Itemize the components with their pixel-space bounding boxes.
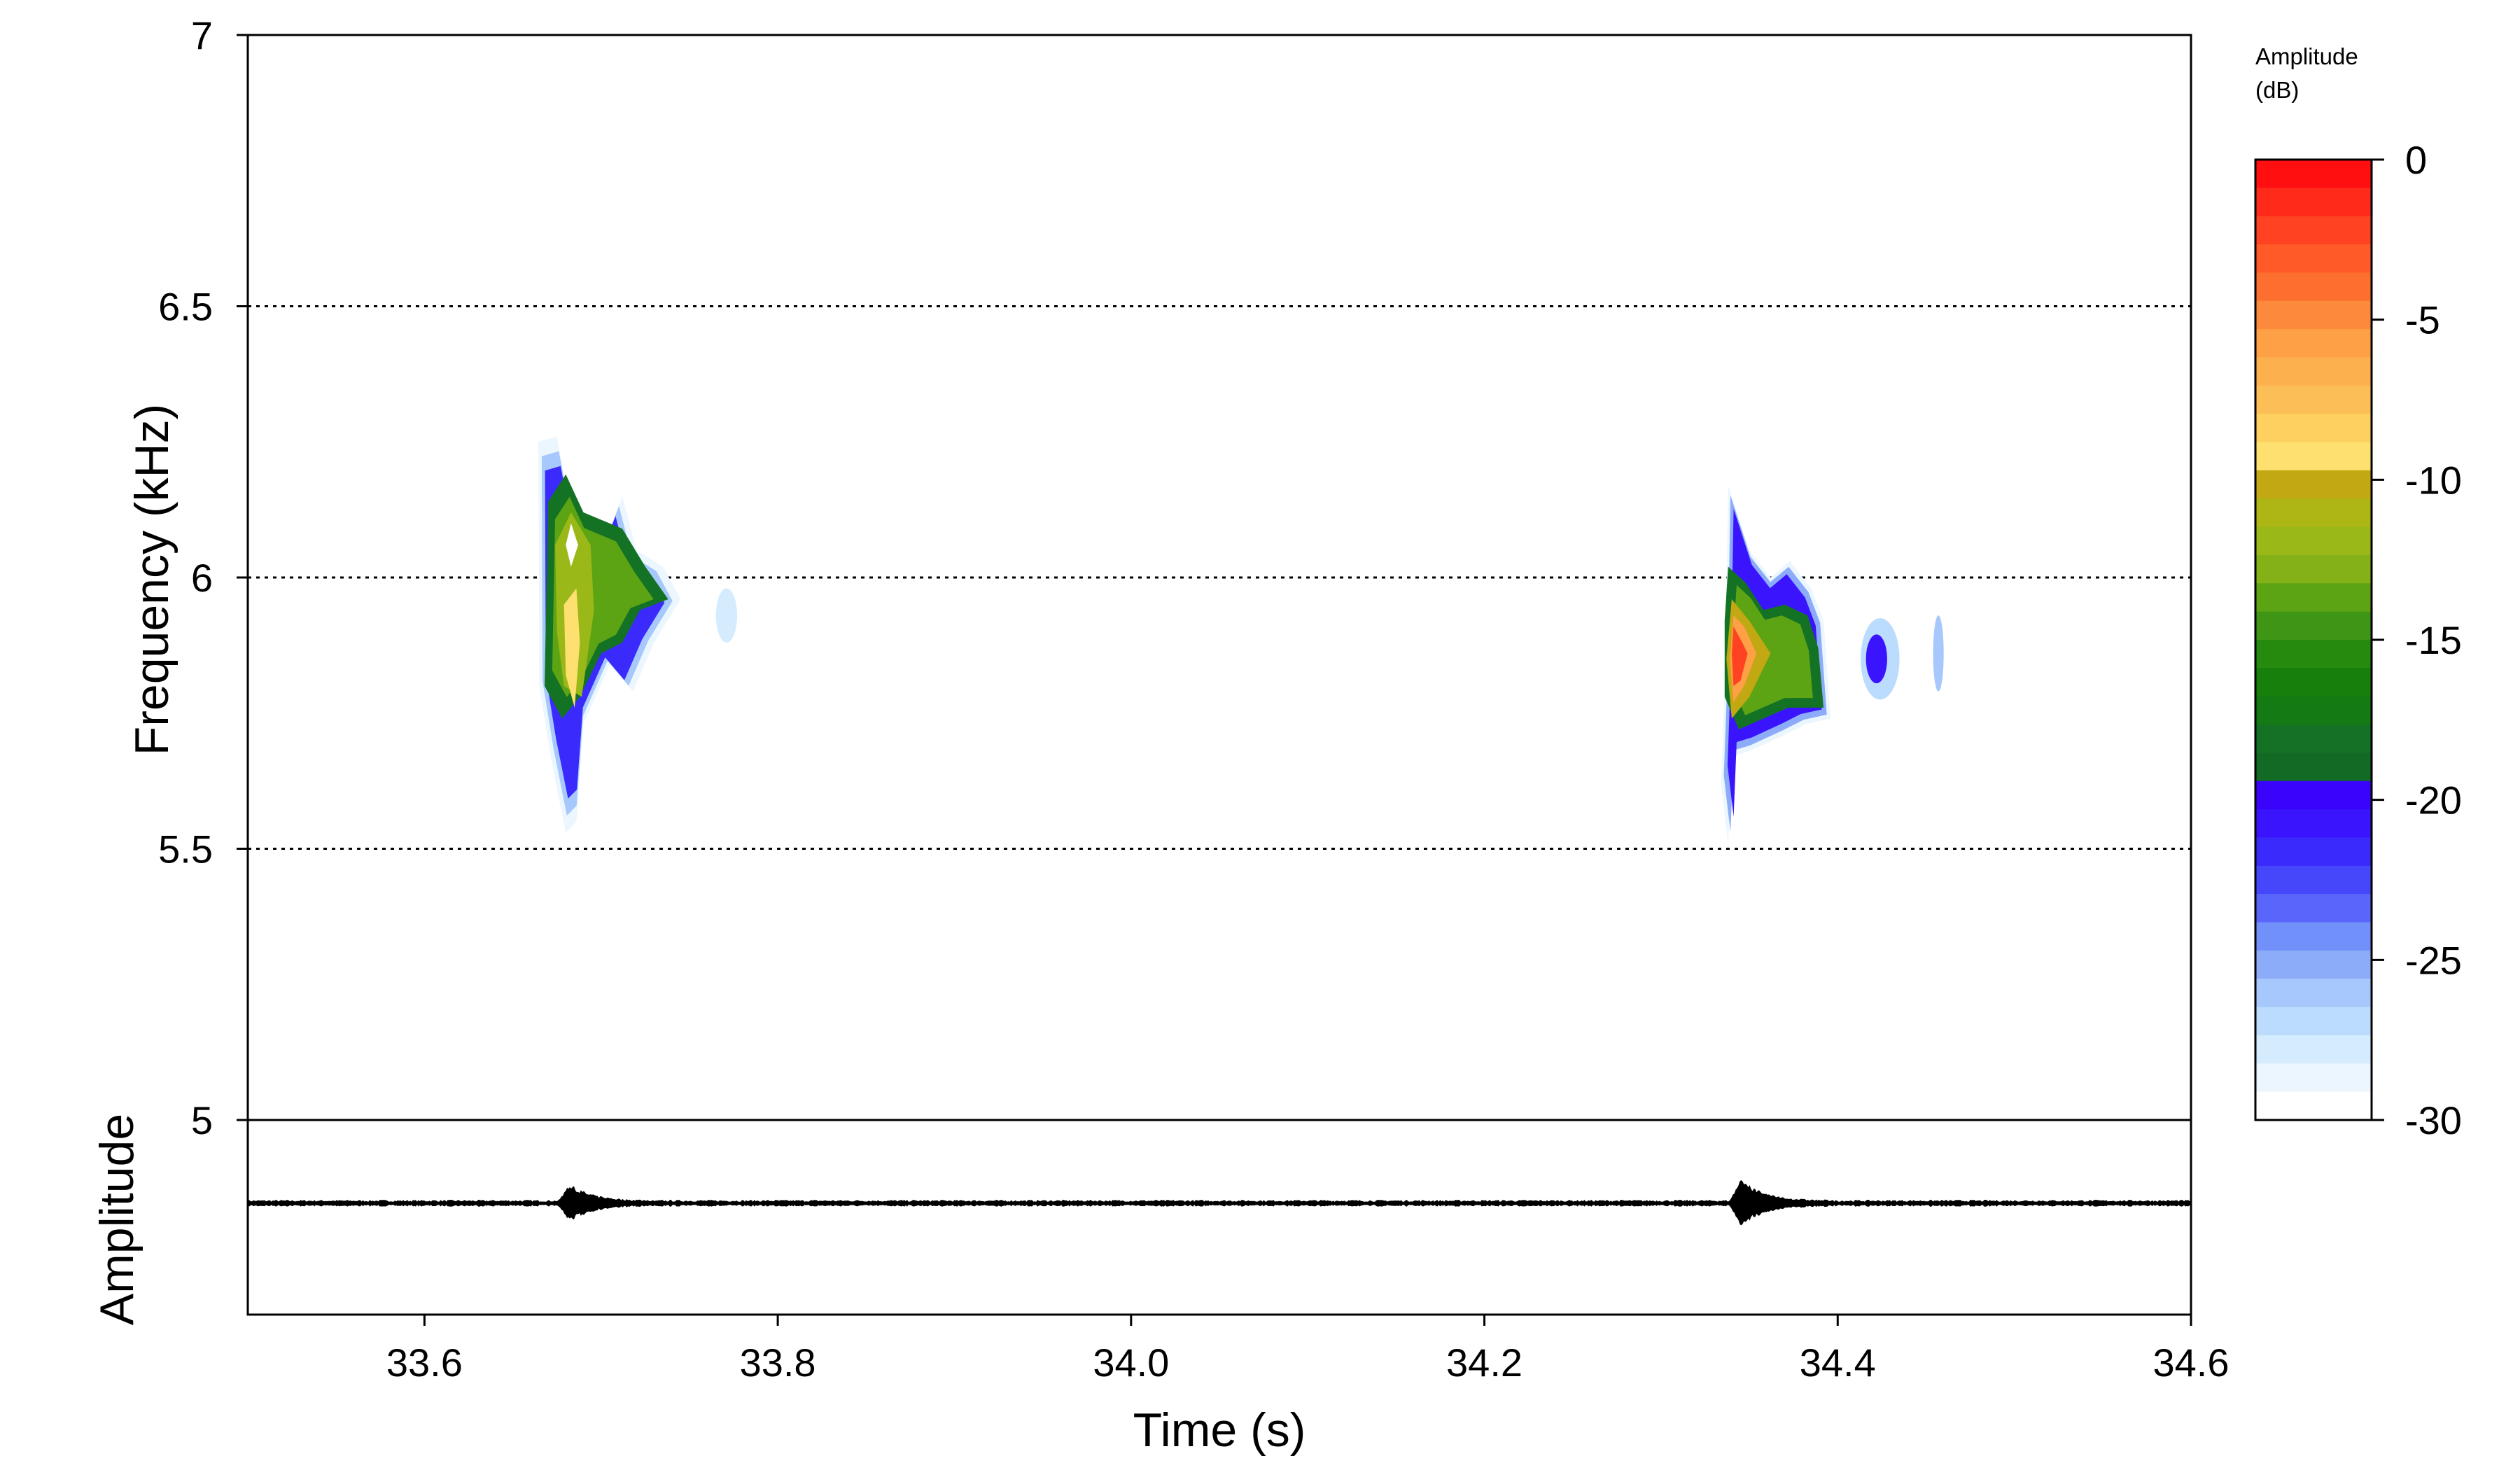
colorbar-swatch [2255,1063,2372,1093]
oscillogram-plot-frame [246,1119,2192,1316]
colorbar-swatch [2255,329,2372,358]
colorbar-swatch [2255,188,2372,217]
colorbar-swatch [2255,414,2372,443]
colorbar-swatch [2255,922,2372,951]
call-2-echo [1865,634,1887,684]
colorbar-title: Amplitude [2255,43,2358,69]
call-1-peak [564,588,580,708]
colorbar-swatch [2255,300,2372,330]
colorbar-swatch [2255,809,2372,839]
colorbar-swatch [2255,894,2372,923]
colorbar-tick-label: -10 [2405,458,2462,502]
colorbar-swatch [2255,752,2372,782]
colorbar-swatch [2255,780,2372,810]
colorbar-swatch [2255,611,2372,640]
x-tick-label: 33.6 [386,1340,463,1385]
colorbar-swatches [2255,160,2372,1121]
colorbar-swatch [2255,442,2372,471]
colorbar-swatch [2255,950,2372,979]
colorbar-tick-label: -20 [2405,778,2462,822]
x-tick-label: 34.2 [1446,1340,1522,1385]
y-tick-label: 6 [191,556,213,600]
colorbar-swatch [2255,696,2372,725]
colorbar-swatch [2255,498,2372,528]
colorbar-swatch [2255,554,2372,584]
colorbar-swatch [2255,1091,2372,1121]
colorbar-swatch [2255,216,2372,245]
colorbar-tick-label: -15 [2405,618,2462,662]
x-axis-label: Time (s) [1133,1404,1306,1457]
oscillogram-axis-label: Amplitude [90,1114,144,1325]
colorbar-tick-label: -30 [2405,1098,2462,1142]
colorbar-tick-label: 0 [2405,138,2427,182]
colorbar-swatch [2255,724,2372,754]
y-tick-label: 6.5 [158,285,213,329]
call-2-peak [1731,626,1748,686]
colorbar-swatch [2255,1007,2372,1036]
colorbar-swatch [2255,865,2372,895]
x-tick-label: 34.6 [2153,1340,2230,1385]
x-axis-ticks: 33.6 33.8 34.0 34.2 34.4 34.6 [386,1315,2230,1385]
colorbar-swatch [2255,244,2372,274]
colorbar-title-unit: (dB) [2255,77,2299,103]
x-tick-label: 34.0 [1093,1340,1169,1385]
colorbar-swatch [2255,640,2372,668]
colorbar-swatch [2255,979,2372,1008]
colorbar-swatch [2255,272,2372,302]
colorbar-swatch [2255,385,2372,414]
colorbar-swatch [2255,583,2372,612]
x-tick-label: 33.8 [740,1340,816,1385]
colorbar-swatch [2255,837,2372,867]
x-tick-label: 34.4 [1800,1340,1876,1385]
colorbar-tick-label: -5 [2405,298,2440,342]
colorbar-swatch [2255,668,2372,697]
y-tick-label: 7 [191,13,213,57]
call-1-contour-hole [566,523,578,567]
colorbar-swatch [2255,357,2372,386]
y-axis-ticks: 5 5.5 6 6.5 7 [158,13,248,1142]
colorbar-swatch [2255,1035,2372,1064]
y-axis-label: Frequency (kHz) [125,404,178,756]
y-tick-label: 5.5 [158,827,213,872]
colorbar-ticks: 0 -5 -10 -15 -20 -25 -30 [2372,138,2462,1142]
call-2-echo [1933,615,1944,692]
call-1-echo [715,588,738,643]
y-tick-label: 5 [191,1098,213,1142]
colorbar-swatch [2255,470,2372,499]
spectrogram-heatmap [538,436,1944,844]
colorbar-swatch [2255,160,2372,188]
colorbar-tick-label: -25 [2405,938,2462,982]
colorbar-swatch [2255,526,2372,556]
oscillogram-waveform [248,1180,2191,1226]
